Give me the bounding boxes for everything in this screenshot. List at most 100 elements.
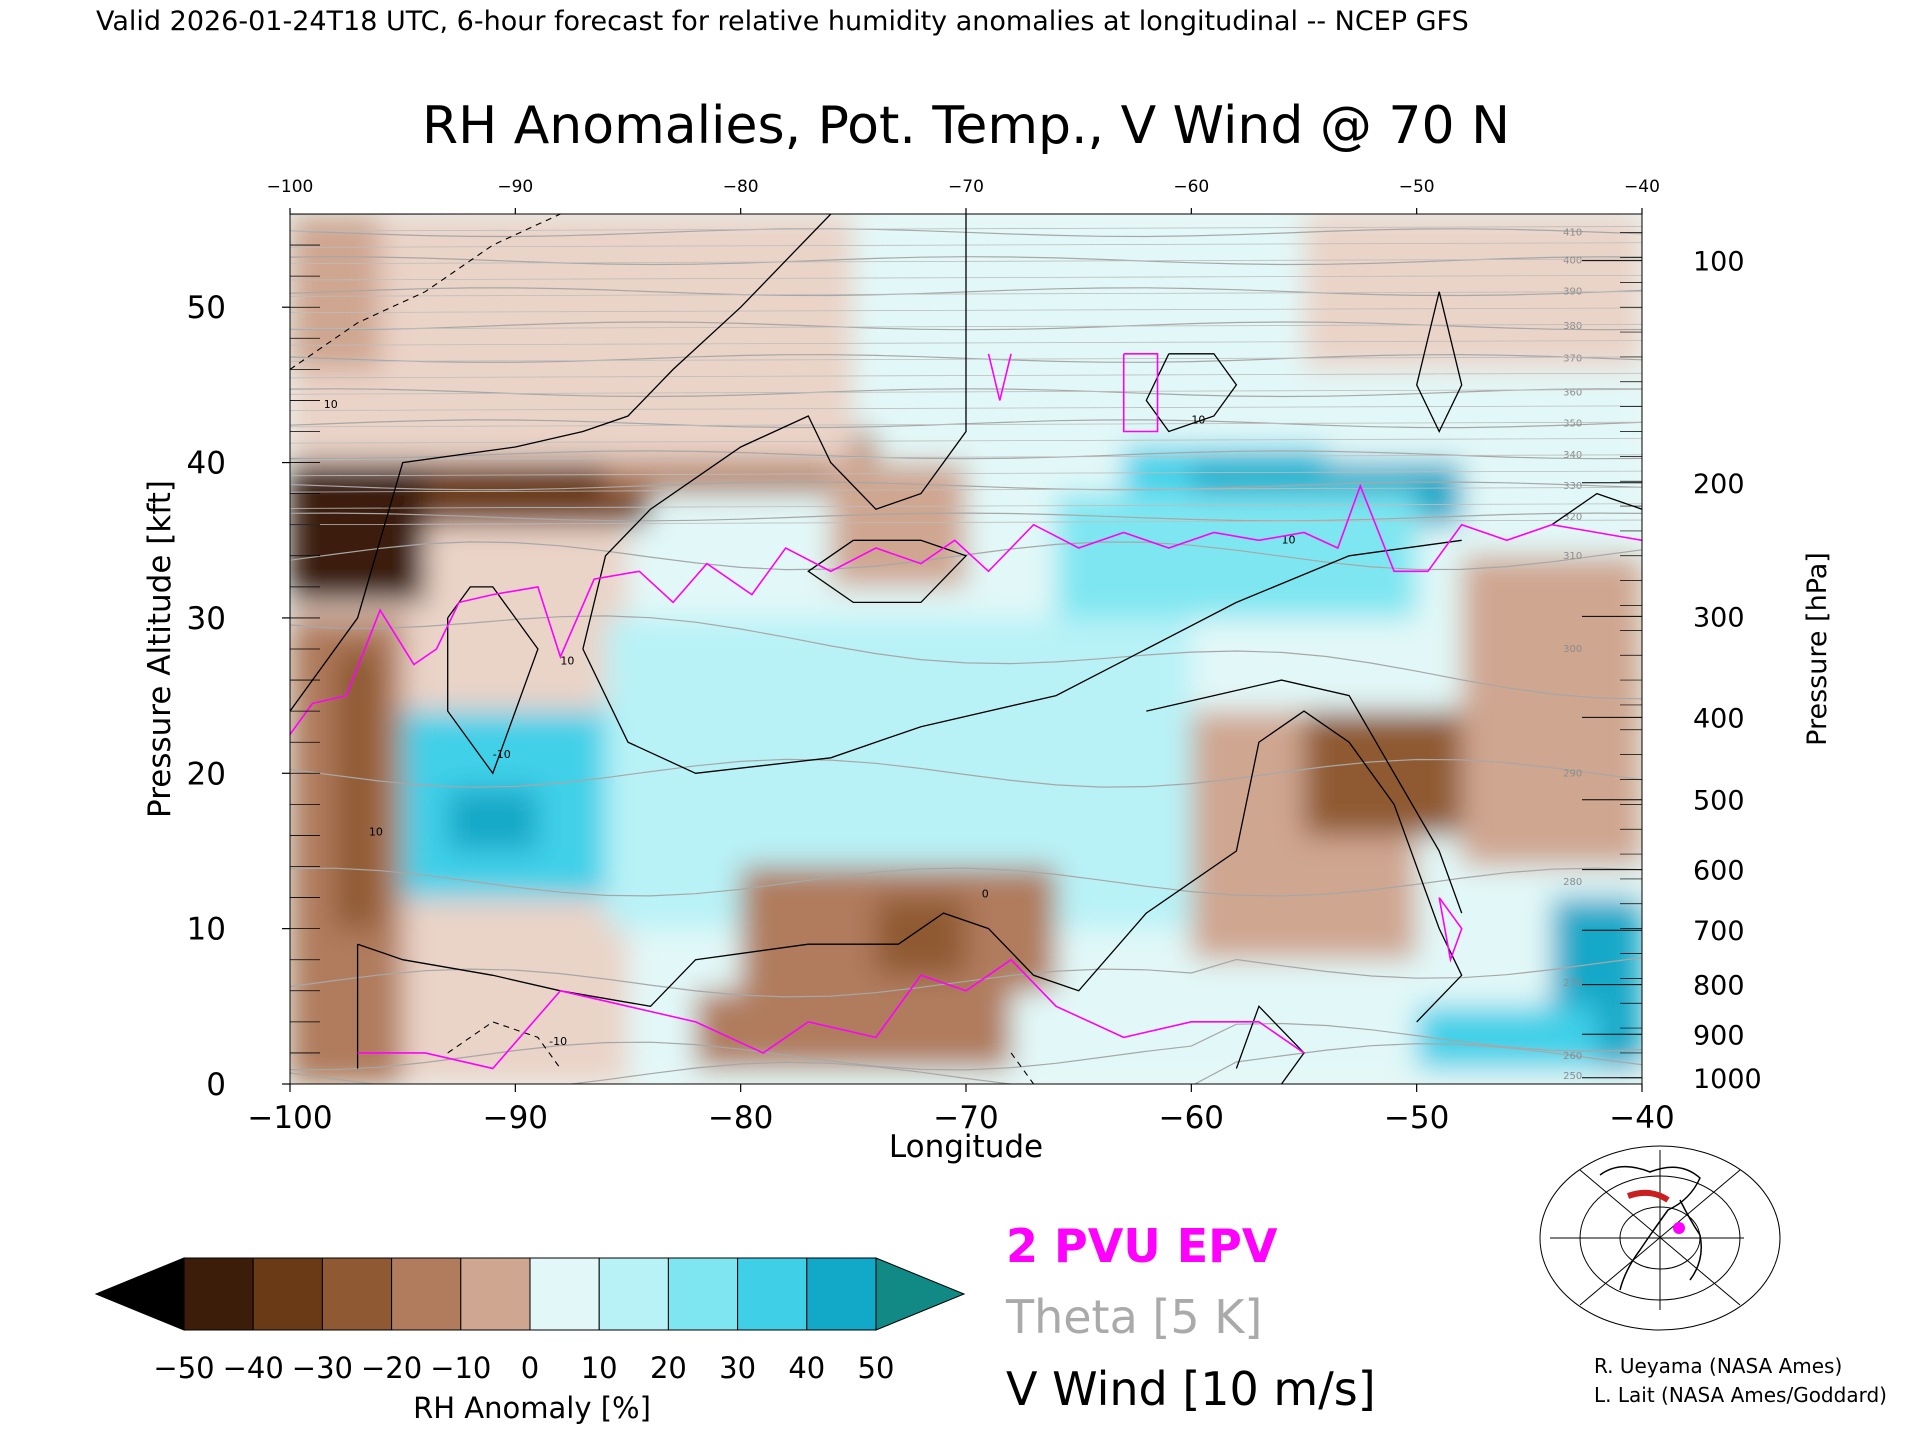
v-wind-label-1: 10 xyxy=(560,655,574,668)
v-wind-label-2: 10 xyxy=(369,825,383,838)
v-wind-neg-contour-0 xyxy=(290,214,561,370)
y-axis-label: Pressure Altitude [kft] xyxy=(142,480,178,818)
rh-region-11 xyxy=(875,897,966,976)
colorbar-under-arrow xyxy=(94,1257,185,1331)
colorbar-over-arrow xyxy=(875,1257,966,1331)
colorbar-segment-2 xyxy=(321,1257,393,1331)
theta-label-270: 270 xyxy=(1563,978,1582,989)
y-tick-label: 10 xyxy=(187,912,226,948)
v-wind-label-3: -10 xyxy=(493,748,511,761)
colorbar-segment-6 xyxy=(598,1257,669,1331)
rh-region-12 xyxy=(695,990,1012,1069)
v-wind-contour-11 xyxy=(1551,492,1642,526)
chart-title: RH Anomalies, Pot. Temp., V Wind @ 70 N xyxy=(422,96,1510,156)
credit-line-1: R. Ueyama (NASA Ames) xyxy=(1594,1354,1842,1378)
x-tick-label: −90 xyxy=(483,1100,548,1136)
theta-minor xyxy=(290,454,1642,460)
y-tick-label: 0 xyxy=(206,1067,226,1103)
v-wind-contour-8 xyxy=(1146,679,1463,914)
y-tick-label: 20 xyxy=(187,756,226,792)
theta-contour-310 xyxy=(290,541,1642,571)
v-wind-contour-3 xyxy=(582,539,1462,774)
colorbar-segment-1 xyxy=(252,1257,323,1331)
rh-region-15 xyxy=(1056,493,1417,618)
x-tick-label: −70 xyxy=(933,1100,998,1136)
theta-contours: 2502602702802903003103203303403503603703… xyxy=(290,214,1642,1084)
rh-region-17 xyxy=(1304,711,1462,836)
v-wind-contours: 10 10 10 -10 10 10 0 -10 xyxy=(290,214,1642,1084)
theta-contour-330 xyxy=(290,481,1642,491)
v-wind-label-6: 0 xyxy=(982,888,989,901)
epv-2pvu-closed-2 xyxy=(1438,897,1463,963)
inset-polar-map xyxy=(1539,1145,1781,1331)
v-wind-contour-0 xyxy=(290,214,832,712)
colorbar-segment-8 xyxy=(737,1257,808,1331)
y-tick-label: 30 xyxy=(187,601,226,637)
pressure-tick-label: 300 xyxy=(1693,602,1745,633)
x-top-tick-label: −40 xyxy=(1624,177,1660,197)
theta-minor xyxy=(290,438,1642,444)
epv-2pvu-contour xyxy=(290,353,1642,1070)
colorbar-segment-0 xyxy=(183,1257,254,1331)
colorbar-tick-label: 30 xyxy=(719,1351,756,1385)
theta-label-330: 330 xyxy=(1563,481,1582,492)
rh-region-20 xyxy=(1416,1006,1597,1069)
theta-contour-250 xyxy=(290,1043,1642,1084)
theta-label-300: 300 xyxy=(1563,644,1582,655)
theta-contour-270 xyxy=(290,957,1642,998)
axes: −100 −100 −90 −90 −80 −80 −70 −70 −60 −60 −50 −50 −4… xyxy=(187,177,1762,1136)
v-wind-contour-10 xyxy=(1235,1005,1305,1084)
x-tick-label: −60 xyxy=(1159,1100,1224,1136)
x-top-tick-label: −50 xyxy=(1399,177,1435,197)
colorbar-tick-label: −10 xyxy=(430,1351,491,1385)
colorbar-segment-9 xyxy=(806,1257,877,1331)
colorbar-tick-label: −40 xyxy=(223,1351,284,1385)
pressure-tick-label: 100 xyxy=(1693,247,1745,278)
y-tick-label: 50 xyxy=(187,290,226,326)
epv-2pvu-closed-0 xyxy=(987,353,1012,401)
theta-contour-300 xyxy=(290,615,1642,700)
y2-axis-label: Pressure [hPa] xyxy=(1802,552,1833,746)
x-top-tick-label: −70 xyxy=(948,177,984,197)
colorbar-tick-label: −30 xyxy=(292,1351,353,1385)
theta-label-410: 410 xyxy=(1563,228,1582,239)
v-wind-label-4: 10 xyxy=(1191,414,1205,427)
v-wind-contour-2 xyxy=(582,214,967,650)
theta-contour-280 xyxy=(290,867,1642,897)
theta-minor xyxy=(290,487,1642,493)
theta-label-250: 250 xyxy=(1563,1071,1582,1082)
v-wind-contour-7 xyxy=(357,710,1463,1023)
v-wind-contour-4 xyxy=(807,539,968,604)
x-top-tick-label: −80 xyxy=(723,177,759,197)
pressure-tick-label: 900 xyxy=(1693,1020,1745,1051)
colorbar-segment-4 xyxy=(460,1257,531,1331)
legend-theta: Theta [5 K] xyxy=(1005,1290,1262,1344)
colorbar-segment-3 xyxy=(391,1257,462,1331)
pressure-tick-label: 400 xyxy=(1693,703,1745,734)
v-wind-label-0: 10 xyxy=(324,398,338,411)
theta-label-380: 380 xyxy=(1563,321,1582,332)
rh-region-18 xyxy=(1461,555,1642,867)
x-axis-label: Longitude xyxy=(889,1129,1043,1165)
colorbar-tick-label: −20 xyxy=(361,1351,422,1385)
theta-contour-290 xyxy=(290,758,1642,788)
v-wind-label-5: 10 xyxy=(1281,533,1295,546)
theta-label-350: 350 xyxy=(1563,419,1582,430)
pressure-tick-label: 1000 xyxy=(1693,1064,1762,1095)
theta-label-320: 320 xyxy=(1563,512,1582,523)
epv-2pvu-lower xyxy=(357,958,1305,1070)
theta-label-280: 280 xyxy=(1563,877,1582,888)
colorbar-tick-label: 10 xyxy=(581,1351,618,1385)
colorbar-tick-label: 20 xyxy=(650,1351,687,1385)
pressure-tick-label: 500 xyxy=(1693,786,1745,817)
rh-region-5 xyxy=(335,649,381,929)
x-tick-label: −100 xyxy=(247,1100,332,1136)
theta-contour-340 xyxy=(290,450,1642,460)
v-wind-contour-1 xyxy=(447,586,539,775)
theta-label-400: 400 xyxy=(1563,256,1582,267)
v-wind-label-7: -10 xyxy=(549,1035,567,1048)
colorbar: −50 −40 −30 −20 −10 0 10 20 30 40 50 xyxy=(94,1257,966,1385)
theta-label-310: 310 xyxy=(1563,551,1582,562)
theta-label-260: 260 xyxy=(1563,1051,1582,1062)
x-tick-label: −40 xyxy=(1609,1100,1674,1136)
